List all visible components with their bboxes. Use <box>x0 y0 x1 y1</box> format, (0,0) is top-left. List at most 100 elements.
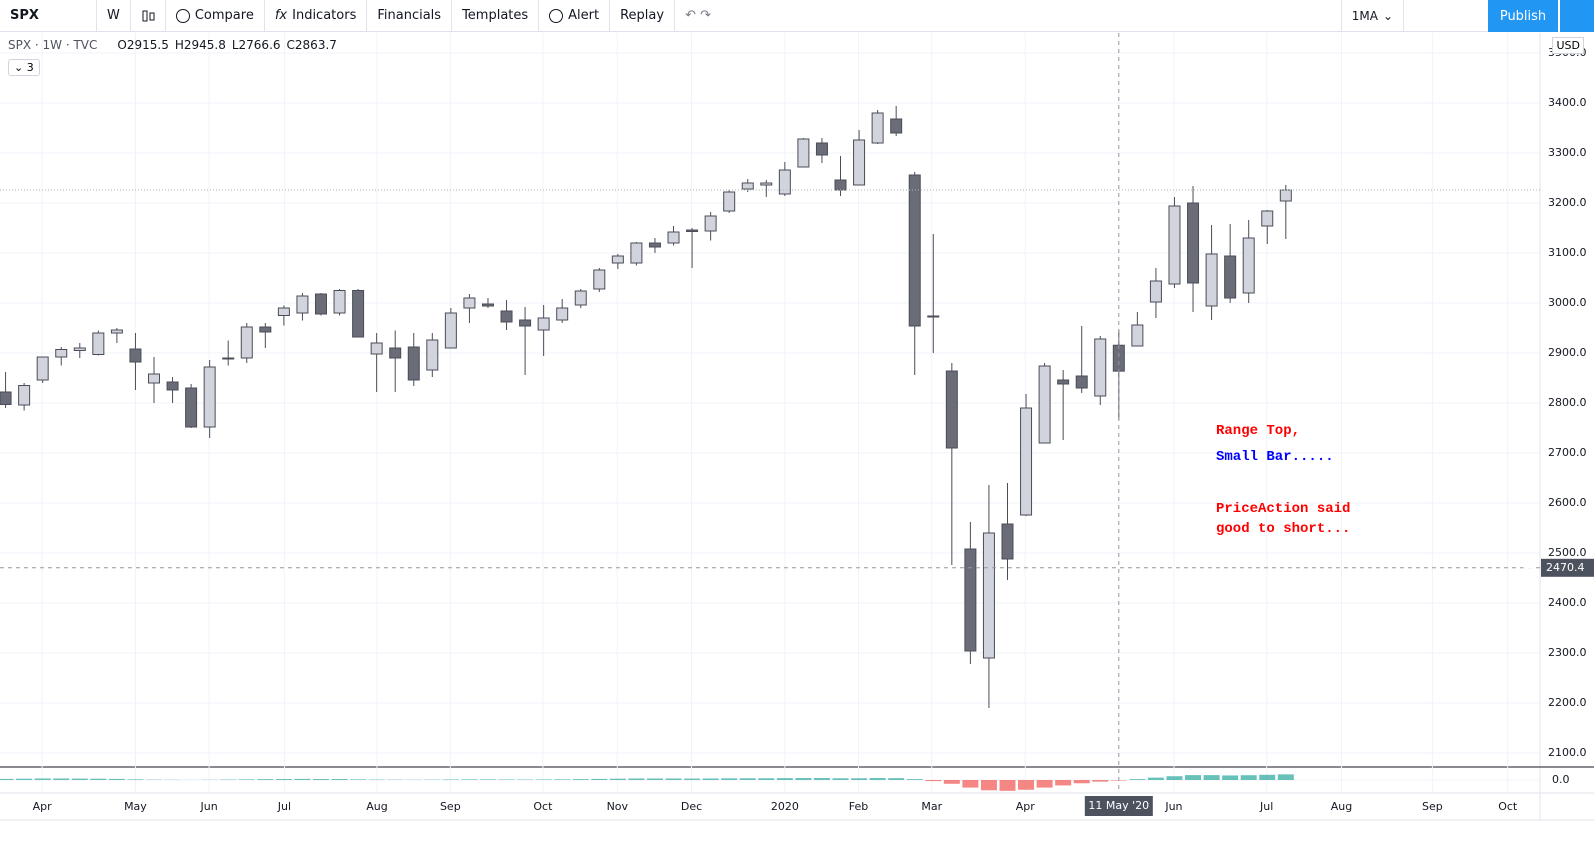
candle-body <box>908 174 921 327</box>
y-tick-label: 3300.0 <box>1548 146 1587 159</box>
indicator-bar <box>127 779 144 780</box>
candle-body <box>1001 523 1014 560</box>
indicator-bar <box>1166 776 1183 780</box>
candle-body <box>314 293 327 315</box>
y-tick-label: 2900.0 <box>1548 346 1587 359</box>
x-tick-label: Nov <box>607 800 629 813</box>
candle-body <box>18 385 31 406</box>
candle-body <box>1187 202 1200 284</box>
candle-body <box>148 373 160 384</box>
x-tick-label: 2020 <box>771 800 799 813</box>
publish-button[interactable]: Publish <box>1488 0 1558 32</box>
indicator-bar <box>1203 775 1220 780</box>
label: 1MA <box>1351 8 1378 23</box>
y-tick-label: 2800.0 <box>1548 396 1587 409</box>
indicator-bar <box>1036 780 1053 788</box>
indicators-button[interactable]: fx Indicators <box>265 0 368 32</box>
indicator-bar <box>1240 775 1257 780</box>
indicator-bar <box>294 778 311 780</box>
candle-body <box>797 138 810 168</box>
indicator-bar <box>943 780 960 784</box>
indicator-bar <box>1129 779 1146 780</box>
x-tick-label: Dec <box>681 800 702 813</box>
candle-body <box>1279 189 1292 202</box>
label: Templates <box>462 8 529 23</box>
y-tick-label: 2200.0 <box>1548 696 1587 709</box>
candle-body <box>723 191 736 212</box>
candle-body <box>55 349 68 358</box>
y-tick-label: 2400.0 <box>1548 596 1587 609</box>
indicator-bar <box>1185 775 1202 780</box>
candle-body <box>1261 210 1274 227</box>
indicator-bar <box>832 778 849 780</box>
y-tick-label: 2500.0 <box>1548 546 1587 559</box>
candle-body <box>964 548 977 652</box>
indicator-bar <box>1055 780 1072 786</box>
x-tick-label: Oct <box>533 800 553 813</box>
candle-body <box>463 297 476 309</box>
candle-body <box>426 339 439 371</box>
candle-body <box>760 182 773 186</box>
candle-body <box>853 139 866 186</box>
symbol-search[interactable]: SPX <box>0 0 97 32</box>
candle-body <box>370 342 383 355</box>
indicator-count[interactable]: ⌄ 3 <box>8 59 40 76</box>
indicator-bar <box>813 778 830 780</box>
compare-button[interactable]: Compare <box>166 0 265 32</box>
y-tick-label: 3000.0 <box>1548 296 1587 309</box>
crosshair-date-box <box>1084 796 1153 816</box>
indicator-bar <box>1147 777 1164 780</box>
alert-button[interactable]: Alert <box>539 0 611 32</box>
indicator-bar <box>999 780 1016 791</box>
indicator-bar <box>53 778 70 780</box>
financials-button[interactable]: Financials <box>367 0 453 32</box>
toolbar: SPX W Compare fx Indicators Financials Te… <box>0 0 1594 32</box>
candle-body <box>648 242 661 248</box>
candle-body <box>110 329 123 334</box>
candle-body <box>1075 375 1088 389</box>
x-tick-label: Jun <box>1164 800 1182 813</box>
currency-label[interactable]: USD <box>1552 37 1584 54</box>
x-tick-label: Feb <box>849 800 868 813</box>
label: Financials <box>377 8 442 23</box>
play-button[interactable] <box>1559 0 1594 32</box>
templates-button[interactable]: Templates <box>452 0 540 32</box>
candle-body <box>185 387 198 428</box>
indicator-bar <box>71 778 88 780</box>
candle-body <box>407 346 420 381</box>
label: Alert <box>568 8 600 23</box>
indicator-bar <box>925 780 942 782</box>
icon <box>549 8 564 23</box>
candle-body <box>537 317 550 331</box>
x-tick-label: Apr <box>33 800 53 813</box>
layout-button[interactable]: 1MA ⌄ <box>1340 0 1404 32</box>
undo-redo[interactable]: ↶ ↷ <box>685 8 712 23</box>
indicator-bar <box>1259 774 1276 780</box>
candle-body <box>389 347 402 359</box>
replay-button[interactable]: Replay <box>610 0 676 32</box>
candle-body <box>1038 365 1051 444</box>
indicator-bar <box>479 779 496 780</box>
y-tick-label: 2700.0 <box>1548 446 1587 459</box>
x-tick-label: Aug <box>366 800 387 813</box>
indicator-bar <box>646 778 663 780</box>
candle-body <box>129 348 142 363</box>
ohlc-open: O2915.5 <box>117 38 169 52</box>
candle-body <box>240 326 253 359</box>
candle-body <box>834 179 847 191</box>
indicator-bar <box>721 778 738 780</box>
indicator-bar <box>851 778 868 780</box>
indicator-bar <box>1092 780 1109 782</box>
indicator-bar <box>275 779 292 780</box>
chart-type[interactable] <box>131 0 166 32</box>
indicator-bar <box>1018 780 1035 790</box>
candle-body <box>166 381 179 391</box>
crosshair-price-label: 2470.4 <box>1546 561 1585 574</box>
indicator-bar <box>609 778 626 780</box>
candle-body <box>203 366 216 428</box>
indicator-bar <box>906 779 923 780</box>
y-tick-label: 2300.0 <box>1548 646 1587 659</box>
candle-body <box>686 229 699 232</box>
indicator-bar <box>257 779 274 780</box>
interval[interactable]: W <box>97 0 131 32</box>
